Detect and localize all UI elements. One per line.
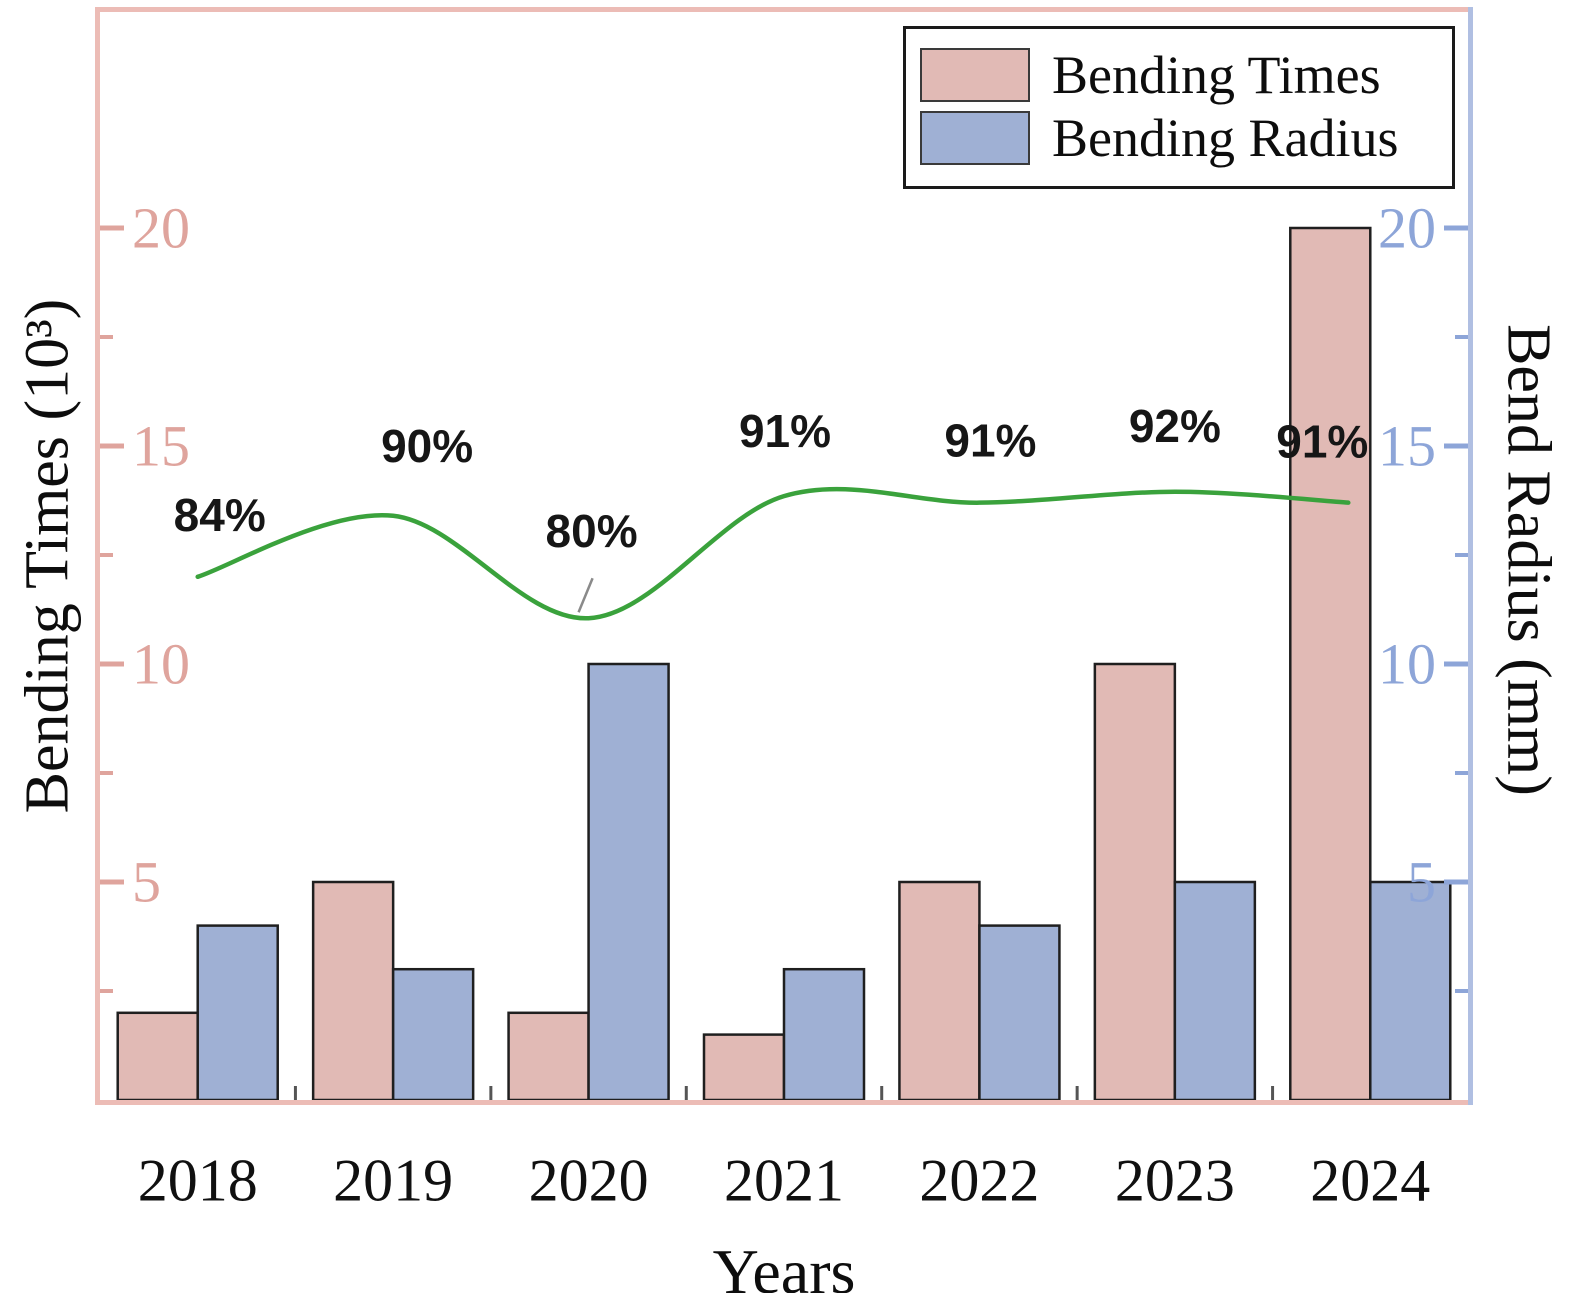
bar-bending-radius-2023	[1173, 880, 1257, 1102]
bar-bending-times-2019	[311, 880, 395, 1102]
frame-right	[1468, 7, 1473, 1105]
bar-bending-radius-2022	[978, 924, 1061, 1102]
percentage-annotation: 90%	[381, 420, 473, 472]
percentage-annotation: 84%	[174, 489, 266, 541]
x-axis-category-label: 2023	[1115, 1147, 1235, 1213]
legend-item-bending-radius: Bending Radius	[920, 107, 1452, 168]
percentage-annotation: 80%	[546, 505, 638, 557]
right-axis-tick-label: 15	[1378, 414, 1436, 479]
bar-bending-times-2024	[1289, 226, 1372, 1102]
bar-bending-radius-2021	[782, 967, 866, 1102]
legend-label-bending-times: Bending Times	[1052, 45, 1381, 105]
right-axis-title: Bend Radius (mm)	[1494, 324, 1563, 796]
percentage-annotation: 92%	[1129, 400, 1221, 452]
legend-swatch-bending-times	[920, 48, 1030, 103]
percentage-annotation: 91%	[739, 405, 831, 457]
left-axis-title: Bending Times (10³)	[13, 298, 82, 814]
bar-bending-radius-2020	[587, 662, 670, 1102]
bar-bending-radius-2018	[196, 924, 279, 1102]
percentage-annotation: 91%	[944, 415, 1036, 467]
x-axis-category-label: 2021	[724, 1147, 844, 1213]
x-axis-category-label: 2018	[138, 1147, 258, 1213]
frame-bottom	[95, 1100, 1473, 1105]
legend-label-bending-radius: Bending Radius	[1052, 107, 1399, 168]
right-axis-tick-label: 10	[1378, 632, 1436, 697]
x-axis-category-label: 2024	[1310, 1147, 1430, 1213]
bar-bending-times-2023	[1093, 662, 1177, 1102]
right-axis-tick-label: 20	[1378, 196, 1436, 261]
legend: Bending Times Bending Radius	[903, 26, 1455, 190]
bar-bending-radius-2024	[1369, 880, 1452, 1102]
bar-bending-times-2021	[702, 1033, 786, 1102]
qualified-rate-line	[195, 486, 1351, 621]
x-axis-category-label: 2020	[529, 1147, 649, 1213]
x-axis-category-label: 2019	[333, 1147, 453, 1213]
bar-bending-times-2020	[507, 1011, 590, 1102]
legend-item-bending-times: Bending Times	[920, 47, 1452, 104]
bar-bending-radius-2019	[391, 967, 475, 1102]
frame-left	[95, 7, 100, 1105]
right-axis-tick-label: 5	[1407, 850, 1436, 915]
x-axis-category-label: 2022	[919, 1147, 1039, 1213]
left-axis-tick-label: 15	[132, 414, 190, 479]
annotation-leader-line	[577, 577, 594, 613]
bar-bending-times-2022	[898, 880, 981, 1102]
left-axis-tick-label: 10	[132, 632, 190, 697]
legend-swatch-bending-radius	[920, 111, 1030, 166]
frame-top	[95, 7, 1473, 12]
percentage-annotation: 91%	[1276, 416, 1368, 468]
left-axis-tick-label: 20	[132, 196, 190, 261]
bar-bending-times-2018	[116, 1011, 199, 1102]
x-axis-title: Years	[712, 1236, 856, 1293]
left-axis-tick-label: 5	[132, 850, 161, 915]
